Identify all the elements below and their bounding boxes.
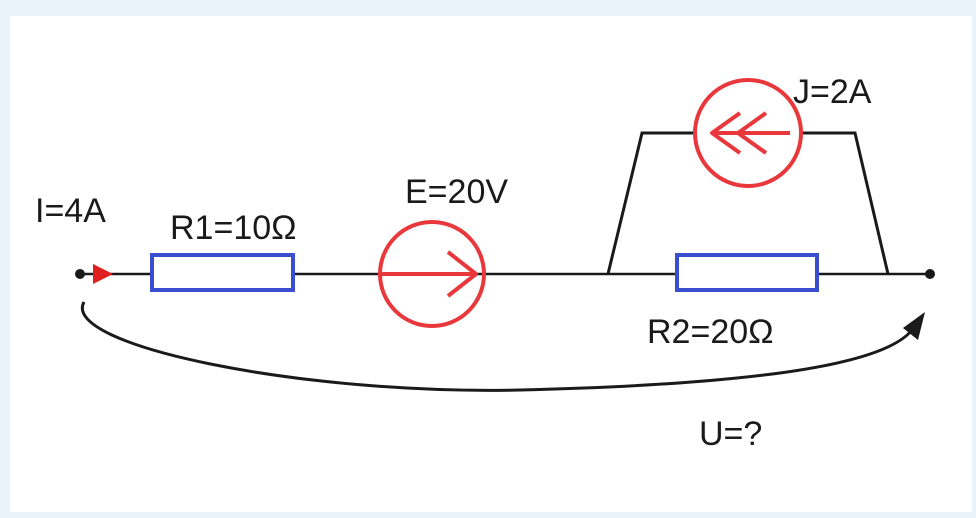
right-terminal (925, 269, 935, 279)
label-current-in: I=4A (35, 192, 106, 230)
voltage-arc (80, 301, 914, 392)
voltage-arrow-head (903, 312, 925, 340)
label-r1: R1=10Ω (170, 209, 297, 247)
current-arrow (93, 264, 113, 284)
label-r2: R2=20Ω (647, 313, 774, 351)
resistor-r1 (150, 253, 295, 292)
label-current-source: J=2A (793, 73, 872, 111)
current-source-j (693, 78, 803, 188)
label-voltage: U=? (699, 415, 762, 453)
voltage-source-e (378, 220, 486, 328)
resistor-r2 (675, 253, 819, 292)
label-emf: E=20V (405, 173, 508, 211)
left-terminal (75, 269, 85, 279)
